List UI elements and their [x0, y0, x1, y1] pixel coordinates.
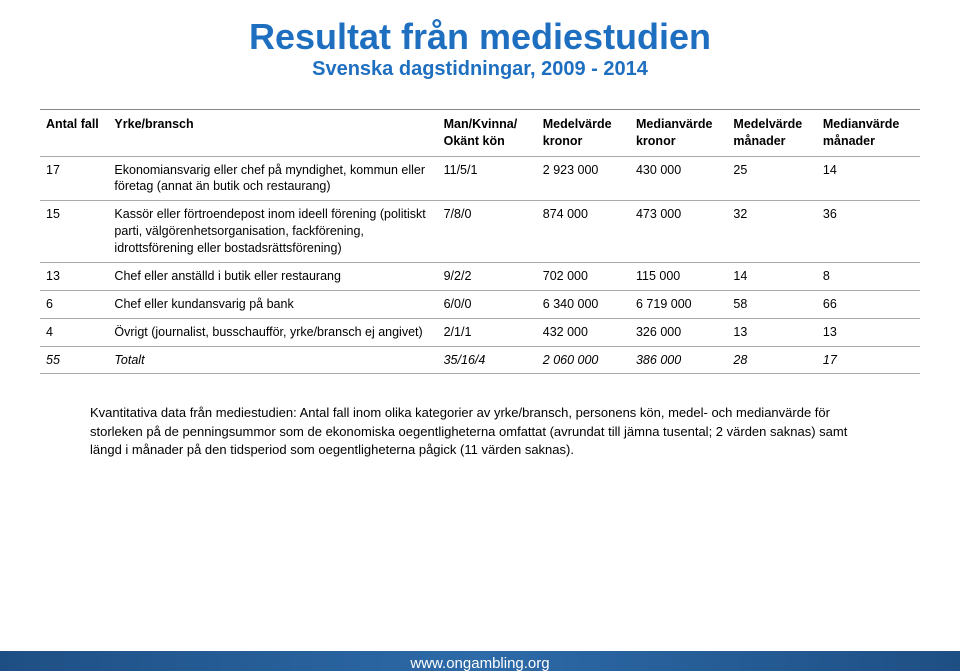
table-row: 17 Ekonomiansvarig eller chef på myndigh…	[40, 156, 920, 201]
table-header-row: Antal fall Yrke/bransch Man/Kvinna/ Okän…	[40, 110, 920, 156]
cell-medelvarde-man: 32	[727, 201, 816, 263]
cell-antal: 13	[40, 262, 108, 290]
cell-medelvarde-kr: 874 000	[537, 201, 630, 263]
cell-kon: 9/2/2	[438, 262, 537, 290]
slide: Resultat från mediestudien Svenska dagst…	[0, 18, 960, 671]
cell-medianvarde-kr: 6 719 000	[630, 290, 727, 318]
cell-medianvarde-kr: 473 000	[630, 201, 727, 263]
table-row: 13 Chef eller anställd i butik eller res…	[40, 262, 920, 290]
cell-medelvarde-kr: 702 000	[537, 262, 630, 290]
cell-medelvarde-man: 25	[727, 156, 816, 201]
data-table-container: Antal fall Yrke/bransch Man/Kvinna/ Okän…	[40, 109, 920, 375]
cell-antal: 4	[40, 318, 108, 346]
table-row: 15 Kassör eller förtroendepost inom idee…	[40, 201, 920, 263]
cell-medelvarde-kr: 432 000	[537, 318, 630, 346]
cell-medianvarde-kr: 115 000	[630, 262, 727, 290]
cell-medelvarde-man: 13	[727, 318, 816, 346]
cell-medelvarde-kr: 2 060 000	[537, 346, 630, 374]
col-header-medelvarde-man: Medelvärde månader	[727, 110, 816, 156]
cell-kon: 35/16/4	[438, 346, 537, 374]
col-header-medianvarde-kr: Medianvärde kronor	[630, 110, 727, 156]
col-header-label: Medianvärde	[823, 117, 899, 131]
col-header-sub: Okänt kön	[444, 134, 505, 148]
cell-yrke: Totalt	[108, 346, 437, 374]
cell-medianvarde-man: 13	[817, 318, 920, 346]
cell-yrke: Övrigt (journalist, busschaufför, yrke/b…	[108, 318, 437, 346]
col-header-sub: månader	[823, 134, 875, 148]
col-header-label: Medelvärde	[733, 117, 802, 131]
cell-yrke: Kassör eller förtroendepost inom ideell …	[108, 201, 437, 263]
footer-url: www.ongambling.org	[410, 655, 549, 671]
col-header-medelvarde-kr: Medelvärde kronor	[537, 110, 630, 156]
col-header-label: Yrke/bransch	[114, 117, 193, 131]
cell-kon: 6/0/0	[438, 290, 537, 318]
table-caption: Kvantitativa data från mediestudien: Ant…	[90, 404, 870, 459]
cell-medianvarde-man: 17	[817, 346, 920, 374]
col-header-kon: Man/Kvinna/ Okänt kön	[438, 110, 537, 156]
data-table: Antal fall Yrke/bransch Man/Kvinna/ Okän…	[40, 110, 920, 375]
footer-bar: www.ongambling.org	[0, 651, 960, 671]
col-header-antal: Antal fall	[40, 110, 108, 156]
cell-kon: 2/1/1	[438, 318, 537, 346]
cell-medelvarde-kr: 2 923 000	[537, 156, 630, 201]
page-title: Resultat från mediestudien	[0, 18, 960, 56]
page-subtitle: Svenska dagstidningar, 2009 - 2014	[0, 58, 960, 81]
col-header-sub: kronor	[543, 134, 583, 148]
table-row: 4 Övrigt (journalist, busschaufför, yrke…	[40, 318, 920, 346]
col-header-medianvarde-man: Medianvärde månader	[817, 110, 920, 156]
table-row: 6 Chef eller kundansvarig på bank 6/0/0 …	[40, 290, 920, 318]
cell-antal: 17	[40, 156, 108, 201]
cell-kon: 11/5/1	[438, 156, 537, 201]
cell-medelvarde-man: 14	[727, 262, 816, 290]
col-header-label: Medelvärde	[543, 117, 612, 131]
cell-yrke: Chef eller kundansvarig på bank	[108, 290, 437, 318]
col-header-sub: månader	[733, 134, 785, 148]
col-header-sub: kronor	[636, 134, 676, 148]
col-header-label: Antal fall	[46, 117, 99, 131]
cell-antal: 15	[40, 201, 108, 263]
cell-yrke: Chef eller anställd i butik eller restau…	[108, 262, 437, 290]
cell-antal: 6	[40, 290, 108, 318]
cell-medelvarde-kr: 6 340 000	[537, 290, 630, 318]
col-header-label: Medianvärde	[636, 117, 712, 131]
cell-medianvarde-man: 8	[817, 262, 920, 290]
cell-kon: 7/8/0	[438, 201, 537, 263]
cell-medianvarde-man: 36	[817, 201, 920, 263]
cell-antal: 55	[40, 346, 108, 374]
cell-medianvarde-kr: 430 000	[630, 156, 727, 201]
cell-medelvarde-man: 58	[727, 290, 816, 318]
table-total-row: 55 Totalt 35/16/4 2 060 000 386 000 28 1…	[40, 346, 920, 374]
col-header-yrke: Yrke/bransch	[108, 110, 437, 156]
cell-medianvarde-kr: 326 000	[630, 318, 727, 346]
cell-medianvarde-man: 14	[817, 156, 920, 201]
cell-medianvarde-kr: 386 000	[630, 346, 727, 374]
cell-medelvarde-man: 28	[727, 346, 816, 374]
col-header-label: Man/Kvinna/	[444, 117, 518, 131]
cell-medianvarde-man: 66	[817, 290, 920, 318]
cell-yrke: Ekonomiansvarig eller chef på myndighet,…	[108, 156, 437, 201]
